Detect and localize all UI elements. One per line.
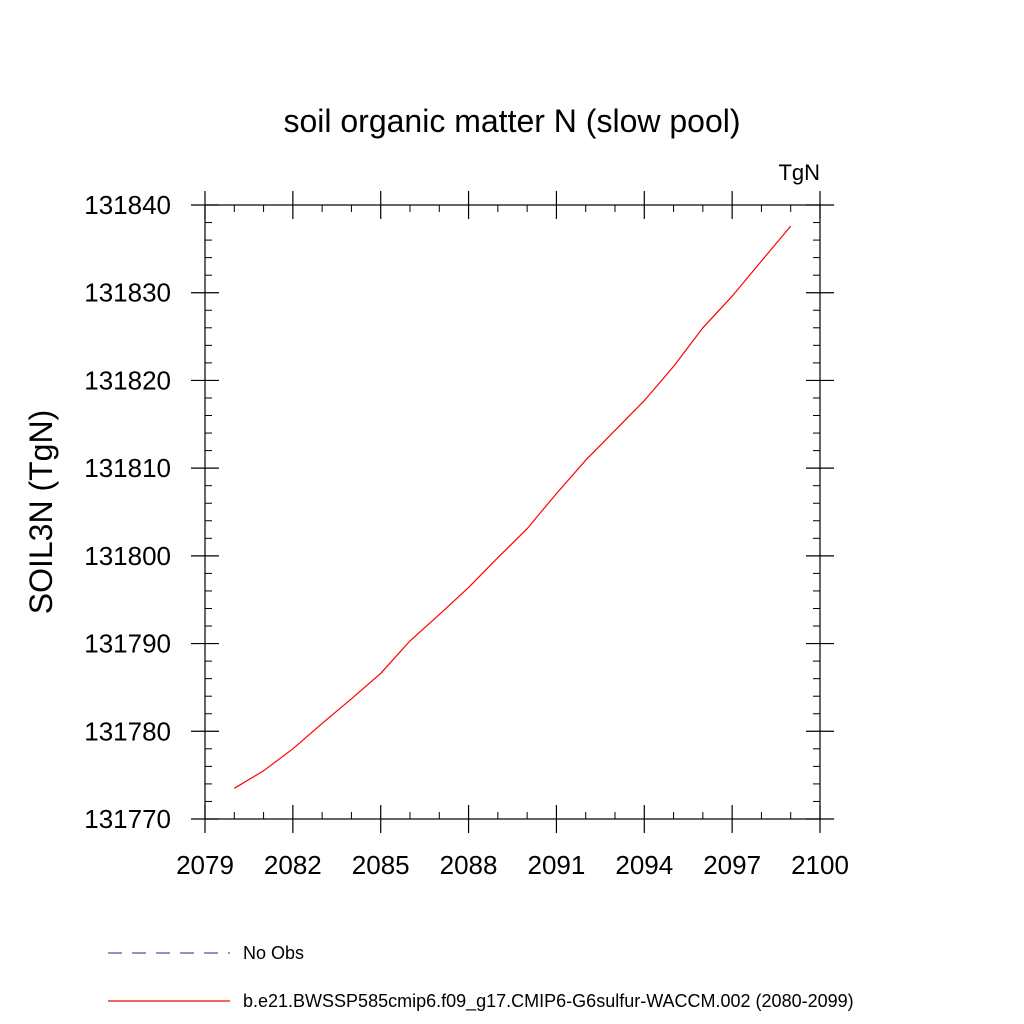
- y-tick-label: 131790: [84, 629, 171, 659]
- x-tick-label: 2088: [440, 850, 498, 880]
- x-tick-label: 2100: [791, 850, 849, 880]
- x-tick-label: 2091: [528, 850, 586, 880]
- x-tick-label: 2085: [352, 850, 410, 880]
- y-tick-label: 131840: [84, 190, 171, 220]
- series-lines: [233, 225, 792, 789]
- x-tick-label: 2097: [703, 850, 761, 880]
- legend-label-0: No Obs: [243, 943, 304, 963]
- x-tick-label: 2082: [264, 850, 322, 880]
- y-tick-label: 131780: [84, 716, 171, 746]
- y-tick-label: 131770: [84, 804, 171, 834]
- x-tick-label: 2094: [615, 850, 673, 880]
- y-tick-label: 131820: [84, 365, 171, 395]
- y-tick-label: 131800: [84, 541, 171, 571]
- y-axis-label: SOIL3N (TgN): [23, 410, 59, 614]
- legend-label-1: b.e21.BWSSP585cmip6.f09_g17.CMIP6-G6sulf…: [243, 991, 854, 1012]
- units-label: TgN: [778, 160, 820, 185]
- chart-title: soil organic matter N (slow pool): [283, 103, 740, 139]
- y-tick-label: 131810: [84, 453, 171, 483]
- axis-ticks: 2079 2082 2085 2088 2091 2094 2097 2100 131770 13…: [84, 190, 849, 880]
- legend: No Obs b.e21.BWSSP585cmip6.f09_g17.CMIP6-…: [108, 943, 854, 1012]
- series-line-1: [233, 225, 792, 789]
- y-tick-label: 131830: [84, 278, 171, 308]
- x-tick-label: 2079: [176, 850, 234, 880]
- plot-frame: [204, 204, 821, 820]
